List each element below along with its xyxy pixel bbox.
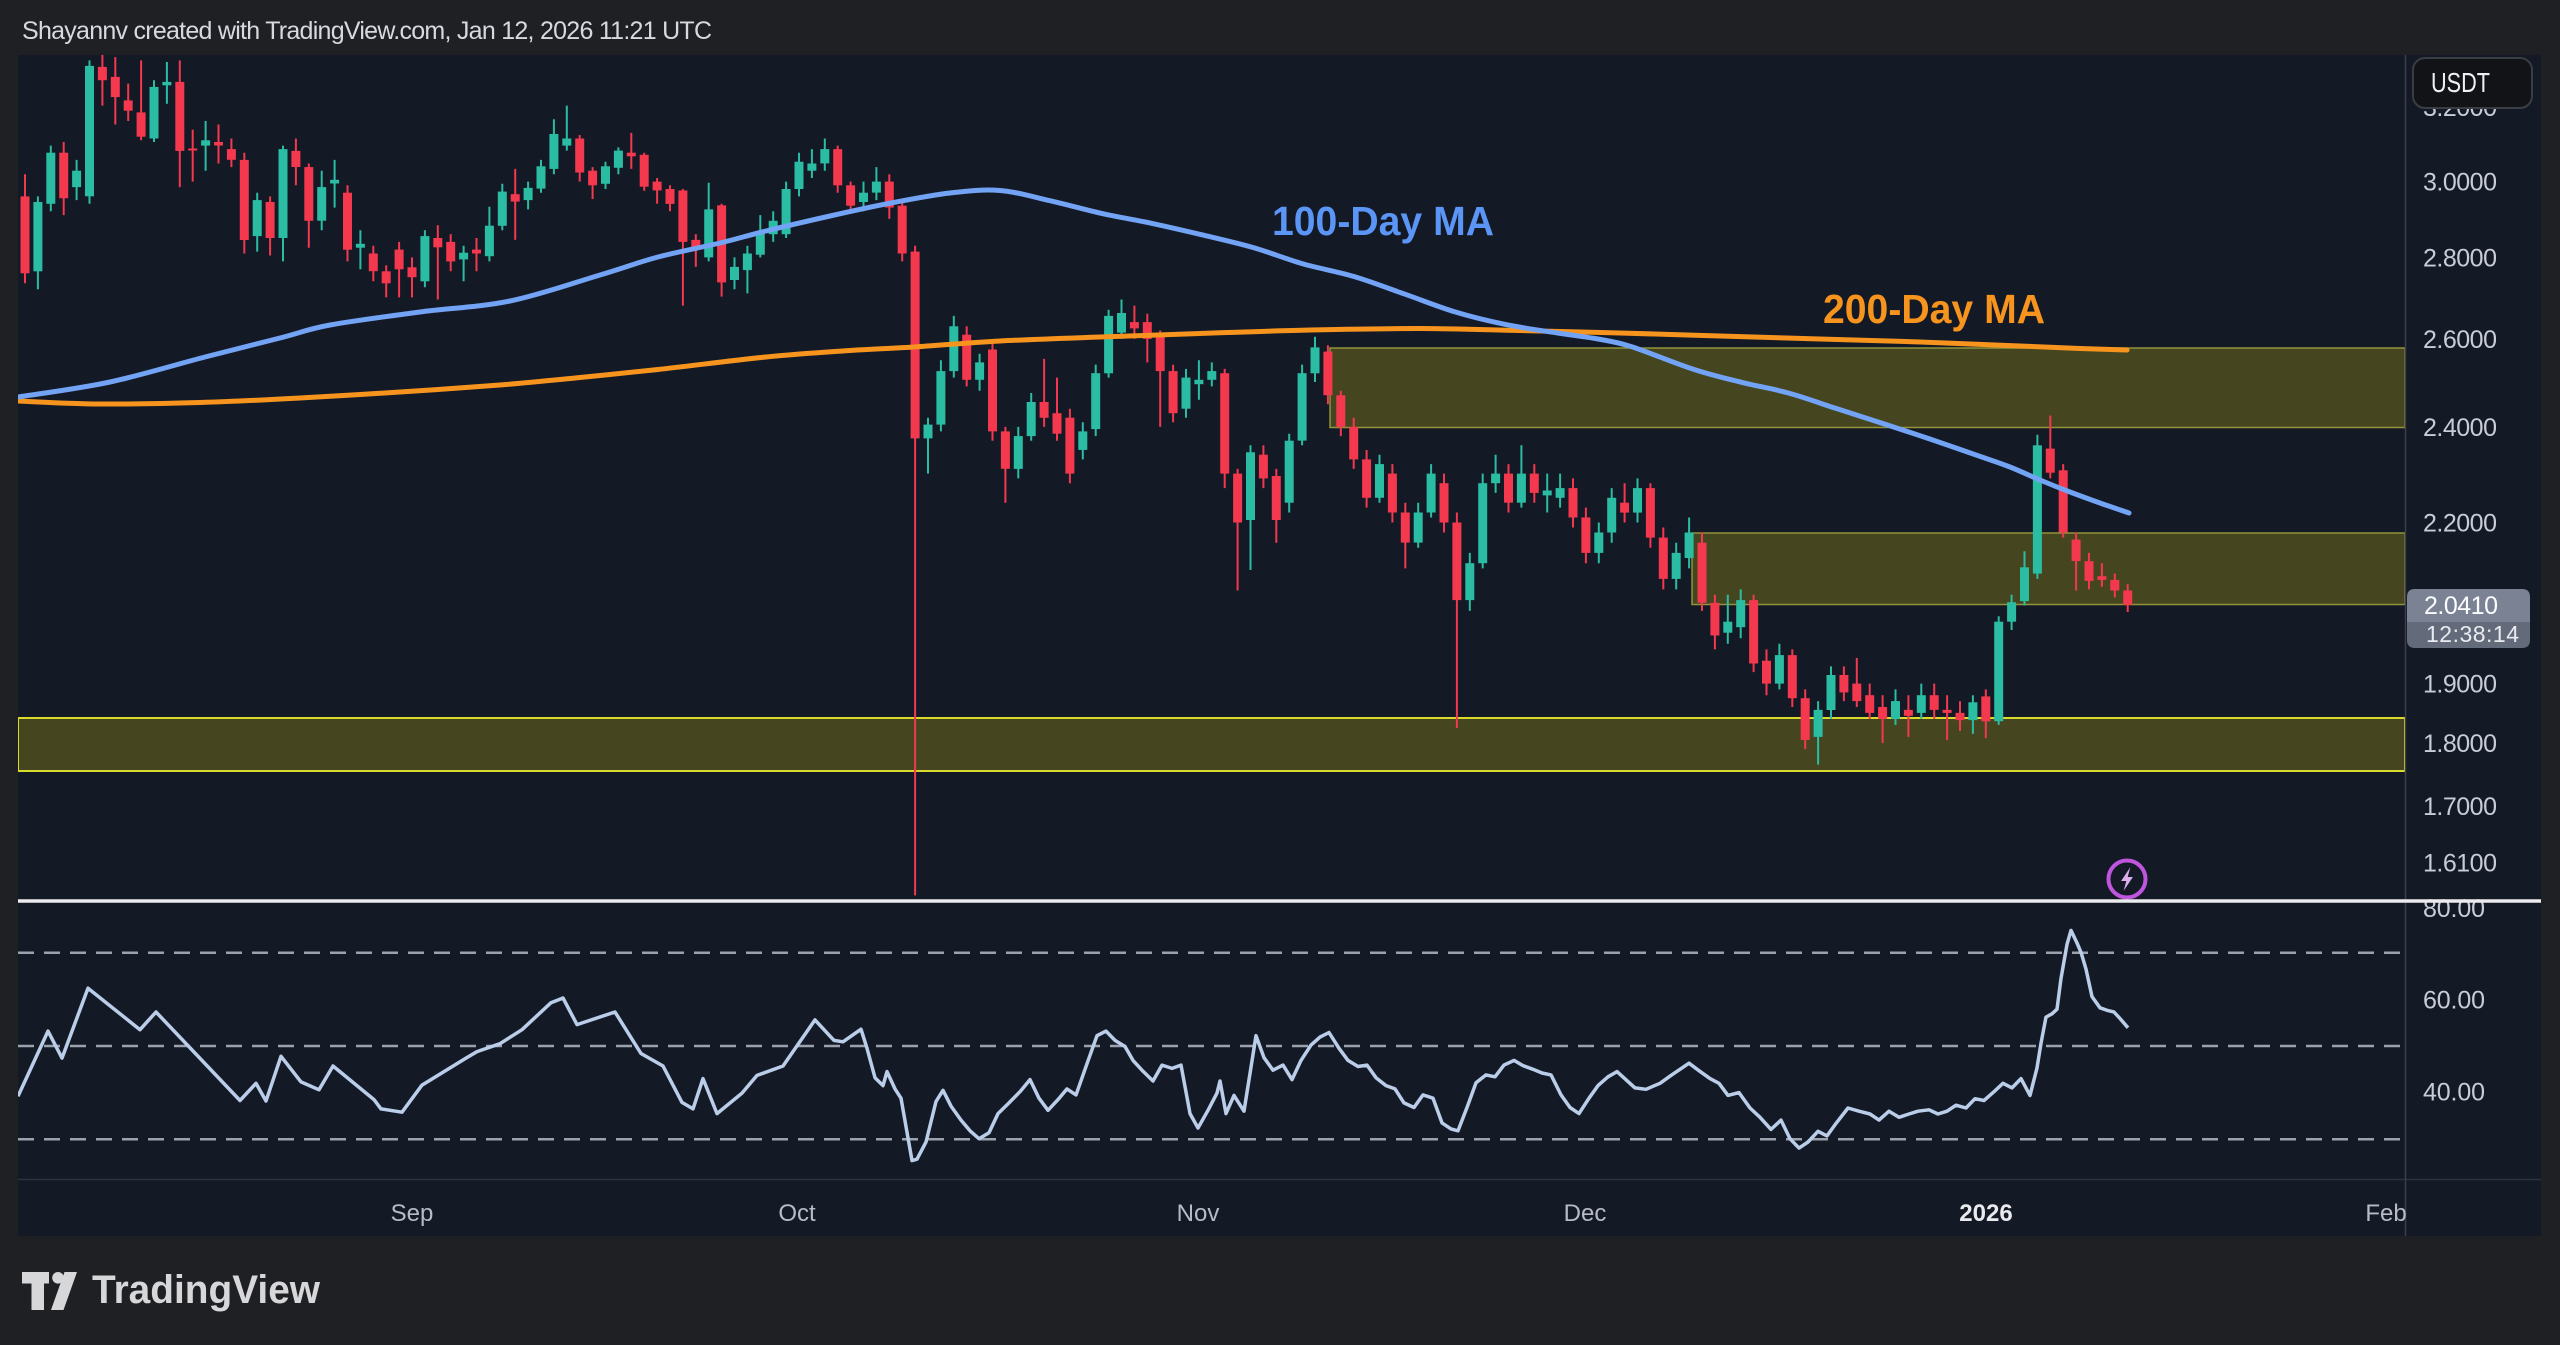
svg-text:60.00: 60.00 [2423, 987, 2485, 1015]
svg-text:1.7000: 1.7000 [2423, 793, 2497, 821]
svg-text:Nov: Nov [1177, 1200, 1220, 1227]
svg-text:40.00: 40.00 [2423, 1079, 2485, 1107]
svg-text:2.6000: 2.6000 [2423, 326, 2497, 354]
svg-text:2.2000: 2.2000 [2423, 510, 2497, 538]
svg-text:Oct: Oct [778, 1200, 816, 1227]
svg-text:12:38:14: 12:38:14 [2426, 621, 2519, 647]
svg-text:2.0410: 2.0410 [2424, 592, 2498, 620]
svg-text:TradingView: TradingView [92, 1268, 321, 1312]
svg-text:2026: 2026 [1959, 1200, 2012, 1227]
svg-text:Shayannv created with TradingV: Shayannv created with TradingView.com, J… [22, 17, 712, 45]
svg-text:100-Day MA: 100-Day MA [1272, 198, 1494, 244]
svg-text:USDT: USDT [2431, 67, 2490, 98]
svg-text:1.8000: 1.8000 [2423, 730, 2497, 758]
svg-text:Feb: Feb [2365, 1200, 2406, 1227]
svg-text:Dec: Dec [1564, 1200, 1607, 1227]
svg-text:1.6100: 1.6100 [2423, 849, 2497, 877]
svg-text:200-Day MA: 200-Day MA [1823, 286, 2045, 332]
svg-text:2.8000: 2.8000 [2423, 244, 2497, 272]
svg-text:Sep: Sep [391, 1200, 434, 1227]
svg-text:1.9000: 1.9000 [2423, 671, 2497, 699]
svg-text:3.0000: 3.0000 [2423, 169, 2497, 197]
svg-text:80.00: 80.00 [2423, 895, 2485, 923]
svg-text:2.4000: 2.4000 [2423, 414, 2497, 442]
